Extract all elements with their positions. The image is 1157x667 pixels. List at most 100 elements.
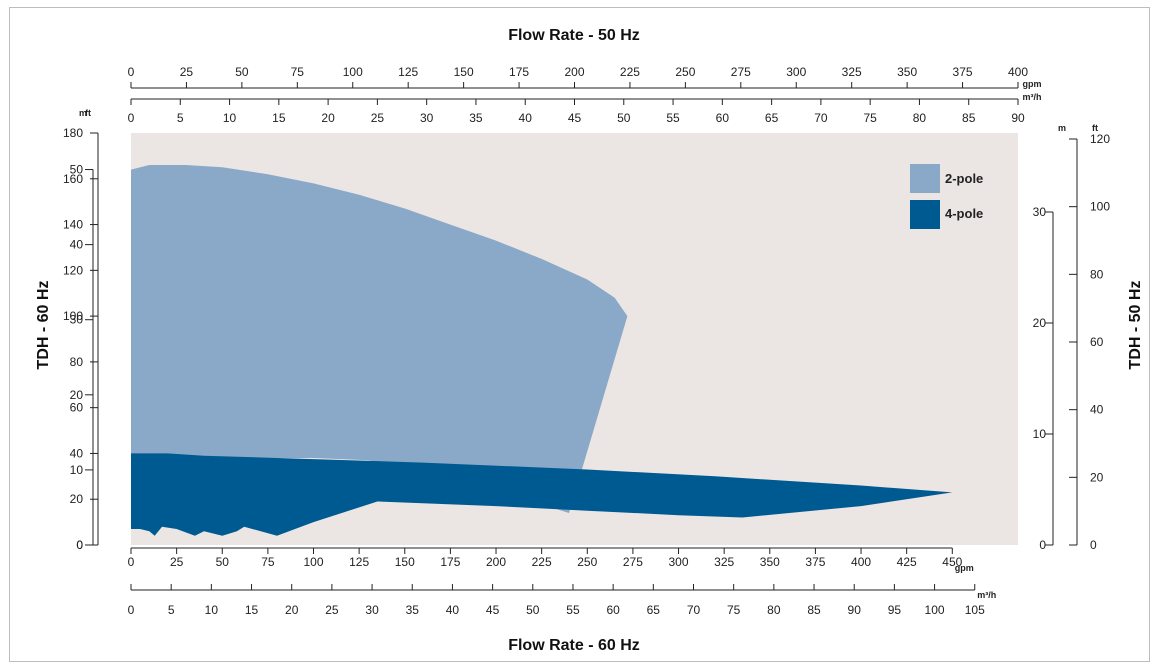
bottom-m3h-axis-tick-label: 100 (925, 603, 945, 617)
top-m3h-axis-tick-label: 55 (666, 111, 680, 125)
right-m-axis-tick-label: 30 (1033, 205, 1047, 219)
right-ft-axis-tick-label: 20 (1090, 470, 1104, 484)
bottom-gpm-axis-tick-label: 125 (349, 555, 369, 569)
bottom-gpm-axis-tick-label: 225 (532, 555, 552, 569)
bottom-gpm-axis-tick-label: 425 (897, 555, 917, 569)
top-m3h-axis-tick-label: 0 (128, 111, 135, 125)
bottom-m3h-axis-tick-label: 0 (128, 603, 135, 617)
top-gpm-axis-tick-label: 150 (454, 65, 474, 79)
right-m-axis-unit: m (1058, 123, 1066, 133)
bottom-gpm-axis-unit: gpm (955, 563, 974, 573)
left-m-axis-tick-label: 40 (70, 238, 84, 252)
top-m3h-axis-tick-label: 45 (568, 111, 582, 125)
bottom-gpm-axis-tick-label: 325 (714, 555, 734, 569)
right-ft-axis-tick-label: 0 (1090, 538, 1097, 552)
top-m3h-axis-tick-label: 30 (420, 111, 434, 125)
series-areas (131, 165, 953, 536)
legend-swatch-4-pole (910, 200, 940, 229)
axes-group: 0 25 50 75 100 125 150 175 200 225 250 275 300 325 350… (63, 65, 1110, 617)
legend: 2-pole 4-pole (910, 164, 983, 229)
left-ft-axis-tick-label: 0 (76, 538, 83, 552)
left-m-axis-tick-label: 20 (70, 388, 84, 402)
bottom-gpm-axis-tick-label: 250 (577, 555, 597, 569)
bottom-m3h-axis-tick-label: 85 (807, 603, 821, 617)
left-ft-axis-tick-label: 180 (63, 126, 83, 140)
top-m3h-axis-tick-label: 90 (1011, 111, 1025, 125)
bottom-m3h-axis-tick-label: 25 (325, 603, 339, 617)
legend-label-2-pole: 2-pole (945, 171, 983, 186)
bottom-gpm-axis-tick-label: 75 (261, 555, 275, 569)
bottom-m3h-axis-tick-label: 105 (965, 603, 985, 617)
bottom-gpm-axis-tick-label: 50 (216, 555, 230, 569)
right-m-axis-tick-label: 20 (1033, 316, 1047, 330)
bottom-m3h-axis-tick-label: 15 (245, 603, 259, 617)
top-m3h-axis-tick-label: 60 (716, 111, 730, 125)
left-ft-axis-tick-label: 80 (70, 355, 84, 369)
top-m3h-axis-unit: m³/h (1023, 92, 1042, 102)
top-m3h-axis-tick-label: 35 (469, 111, 483, 125)
bottom-gpm-axis-tick-label: 0 (128, 555, 135, 569)
right-ft-axis-unit: ft (1092, 123, 1098, 133)
left-ft-axis-tick-label: 100 (63, 309, 83, 323)
bottom-axis-title: Flow Rate - 60 Hz (508, 637, 640, 654)
top-m3h-axis-tick-label: 25 (371, 111, 385, 125)
bottom-m3h-axis-tick-label: 80 (767, 603, 781, 617)
top-gpm-axis-tick-label: 300 (786, 65, 806, 79)
legend-swatch-2-pole (910, 164, 940, 193)
top-m3h-axis-tick-label: 50 (617, 111, 631, 125)
top-m3h-axis-tick-label: 70 (814, 111, 828, 125)
bottom-m3h-axis-tick-label: 5 (168, 603, 175, 617)
series-area-2-pole (131, 165, 628, 513)
top-gpm-axis-tick-label: 0 (128, 65, 135, 79)
top-gpm-axis-tick-label: 400 (1008, 65, 1028, 79)
left-ft-axis-tick-label: 160 (63, 172, 83, 186)
top-gpm-axis-tick-label: 325 (842, 65, 862, 79)
bottom-m3h-axis-tick-label: 20 (285, 603, 299, 617)
bottom-m3h-axis-tick-label: 40 (446, 603, 460, 617)
top-m3h-axis-tick-label: 5 (177, 111, 184, 125)
bottom-m3h-axis-tick-label: 60 (606, 603, 620, 617)
bottom-m3h-axis-tick-label: 75 (727, 603, 741, 617)
top-m3h-axis-tick-label: 15 (272, 111, 286, 125)
bottom-gpm-axis-tick-label: 200 (486, 555, 506, 569)
bottom-gpm-axis-tick-label: 150 (395, 555, 415, 569)
top-gpm-axis-tick-label: 175 (509, 65, 529, 79)
left-ft-axis-tick-label: 140 (63, 218, 83, 232)
bottom-m3h-axis-tick-label: 65 (647, 603, 661, 617)
bottom-m3h-axis-tick-label: 55 (566, 603, 580, 617)
top-gpm-axis-tick-label: 375 (953, 65, 973, 79)
bottom-m3h-axis-tick-label: 35 (406, 603, 420, 617)
series-area-4-pole (131, 453, 953, 536)
top-m3h-axis-tick-label: 10 (223, 111, 237, 125)
top-m3h-axis-tick-label: 85 (962, 111, 976, 125)
top-axis-title: Flow Rate - 50 Hz (508, 27, 640, 44)
bottom-m3h-axis-unit: m³/h (977, 590, 996, 600)
left-ft-axis-tick-label: 20 (70, 492, 84, 506)
right-axis-title: TDH - 50 Hz (1127, 281, 1144, 370)
left-ft-axis-unit: ft (85, 108, 91, 118)
bottom-m3h-axis-tick-label: 70 (687, 603, 701, 617)
left-m-axis-tick-label: 30 (70, 313, 84, 327)
bottom-m3h-axis-tick-label: 95 (888, 603, 902, 617)
left-m-axis-unit: m (79, 108, 87, 118)
bottom-gpm-axis-tick-label: 350 (760, 555, 780, 569)
left-ft-axis-tick-label: 120 (63, 263, 83, 277)
bottom-m3h-axis-tick-label: 45 (486, 603, 500, 617)
top-gpm-axis-tick-label: 100 (343, 65, 363, 79)
bottom-m3h-axis-tick-label: 50 (526, 603, 540, 617)
top-m3h-axis-tick-label: 80 (913, 111, 927, 125)
top-gpm-axis-tick-label: 75 (291, 65, 305, 79)
left-m-axis-tick-label: 10 (70, 463, 84, 477)
top-gpm-axis-tick-label: 225 (620, 65, 640, 79)
right-ft-axis-tick-label: 80 (1090, 267, 1104, 281)
bottom-gpm-axis-tick-label: 375 (805, 555, 825, 569)
right-ft-axis-tick-label: 40 (1090, 403, 1104, 417)
top-gpm-axis-tick-label: 25 (180, 65, 194, 79)
left-ft-axis-tick-label: 60 (70, 401, 84, 415)
top-m3h-axis-tick-label: 40 (519, 111, 533, 125)
top-m3h-axis-tick-label: 75 (863, 111, 877, 125)
right-m-axis-tick-label: 10 (1033, 427, 1047, 441)
bottom-gpm-axis-tick-label: 300 (669, 555, 689, 569)
bottom-m3h-axis-tick-label: 10 (205, 603, 219, 617)
